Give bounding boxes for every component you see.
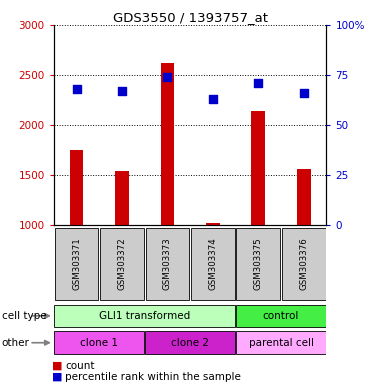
Bar xyxy=(55,228,98,300)
Bar xyxy=(100,228,144,300)
Point xyxy=(164,74,170,80)
Text: GSM303371: GSM303371 xyxy=(72,238,81,290)
Text: GSM303374: GSM303374 xyxy=(209,238,217,290)
Bar xyxy=(191,228,235,300)
Bar xyxy=(54,331,144,354)
Text: clone 1: clone 1 xyxy=(80,338,118,348)
Bar xyxy=(236,331,326,354)
Text: GLI1 transformed: GLI1 transformed xyxy=(99,311,190,321)
Text: ■: ■ xyxy=(52,372,62,382)
Bar xyxy=(236,228,280,300)
Bar xyxy=(115,171,129,225)
Title: GDS3550 / 1393757_at: GDS3550 / 1393757_at xyxy=(113,11,267,24)
Text: ■: ■ xyxy=(52,361,62,371)
Text: count: count xyxy=(65,361,95,371)
Bar xyxy=(145,228,189,300)
Bar xyxy=(54,305,235,327)
Point xyxy=(73,86,79,92)
Text: GSM303376: GSM303376 xyxy=(299,238,308,290)
Text: control: control xyxy=(263,311,299,321)
Text: clone 2: clone 2 xyxy=(171,338,209,348)
Text: cell type: cell type xyxy=(2,311,46,321)
Text: other: other xyxy=(2,338,30,348)
Bar xyxy=(145,331,235,354)
Text: GSM303373: GSM303373 xyxy=(163,238,172,290)
Bar xyxy=(161,63,174,225)
Point xyxy=(301,90,307,96)
Point xyxy=(210,96,216,102)
Point xyxy=(119,88,125,94)
Text: GSM303375: GSM303375 xyxy=(254,238,263,290)
Bar xyxy=(282,228,326,300)
Bar xyxy=(236,305,326,327)
Text: percentile rank within the sample: percentile rank within the sample xyxy=(65,372,241,382)
Text: GSM303372: GSM303372 xyxy=(118,238,127,290)
Bar xyxy=(206,223,220,225)
Bar xyxy=(252,111,265,225)
Bar xyxy=(297,169,311,225)
Bar xyxy=(70,150,83,225)
Text: parental cell: parental cell xyxy=(249,338,313,348)
Point xyxy=(255,80,261,86)
